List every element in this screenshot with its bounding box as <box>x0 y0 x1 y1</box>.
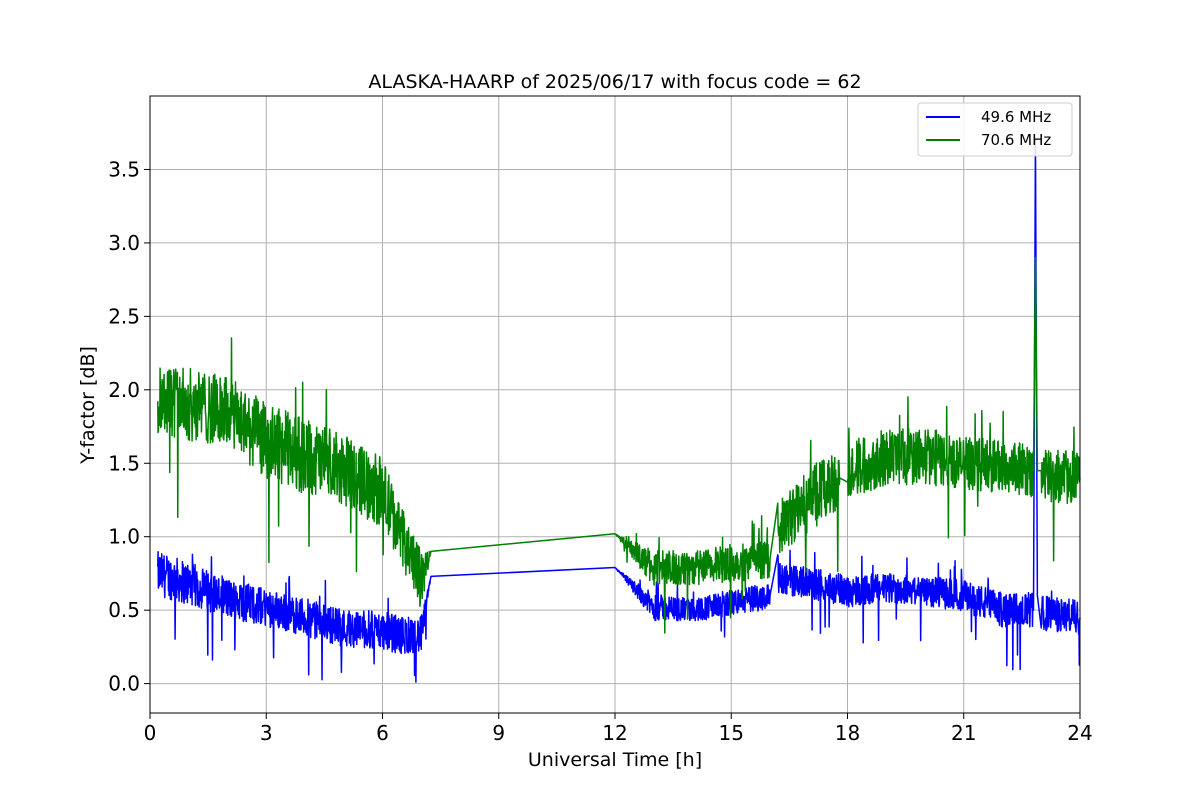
series-layer <box>157 139 1081 683</box>
y-tick-label: 1.0 <box>108 525 140 549</box>
y-tick-label: 1.5 <box>108 451 140 475</box>
y-tick-label: 2.5 <box>108 304 140 328</box>
y-tick-label: 3.0 <box>108 231 140 255</box>
y-tick-label: 2.0 <box>108 378 140 402</box>
y-tick-label: 3.5 <box>108 157 140 181</box>
legend: 49.6 MHz 70.6 MHz <box>917 102 1073 157</box>
chart-title: ALASKA-HAARP of 2025/06/17 with focus co… <box>368 71 861 93</box>
y-axis-label: Y-factor [dB] <box>77 346 99 465</box>
x-axis-label: Universal Time [h] <box>528 749 702 771</box>
x-tick-label: 3 <box>260 721 273 745</box>
series-line-49-6-mhz <box>157 139 1081 683</box>
x-tick-label: 24 <box>1067 721 1092 745</box>
x-tick-label: 21 <box>951 721 976 745</box>
y-tick-label: 0.0 <box>108 672 140 696</box>
x-tick-label: 6 <box>376 721 389 745</box>
y-tick-label: 0.5 <box>108 598 140 622</box>
ticks: 0 3 6 9 12 15 18 21 24 0.0 0.5 1.0 1.5 2.0 2.5 3.0 3.5 <box>108 157 1093 745</box>
x-tick-label: 0 <box>144 721 157 745</box>
x-tick-label: 9 <box>492 721 505 745</box>
legend-label-70-6: 70.6 MHz <box>981 131 1051 149</box>
x-tick-label: 18 <box>835 721 860 745</box>
x-tick-label: 15 <box>719 721 744 745</box>
series-line-70-6-mhz <box>157 256 1081 634</box>
x-tick-label: 12 <box>602 721 627 745</box>
legend-label-49-6: 49.6 MHz <box>981 108 1051 126</box>
